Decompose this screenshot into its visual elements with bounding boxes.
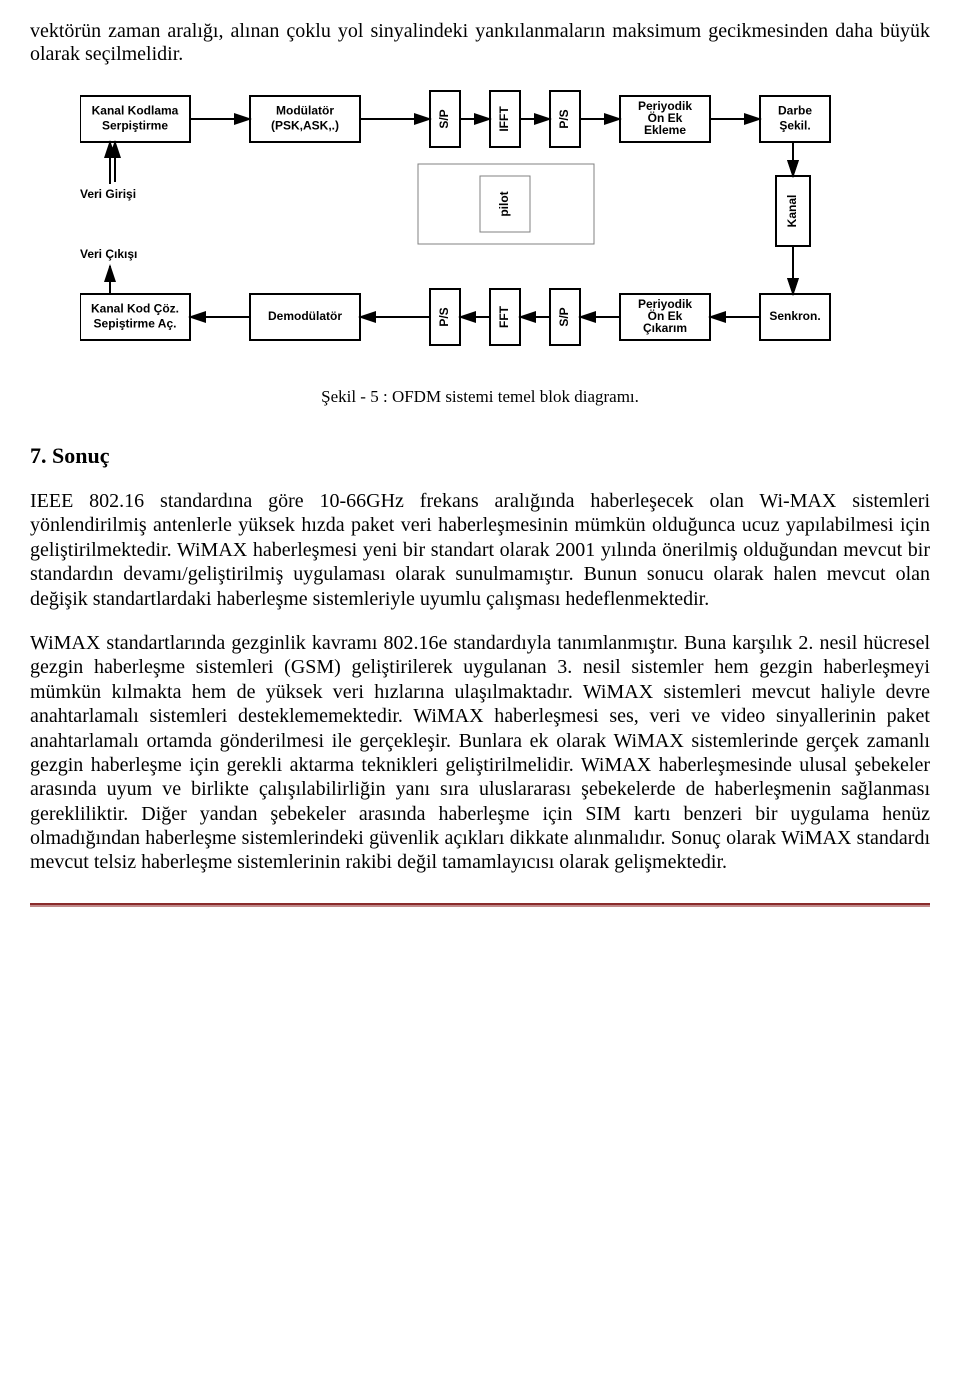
svg-text:Serpiştirme: Serpiştirme [102,119,168,133]
svg-text:Ekleme: Ekleme [644,123,686,137]
svg-text:Darbe: Darbe [778,104,812,118]
paragraph-1: IEEE 802.16 standardına göre 10-66GHz fr… [30,489,930,611]
figure-caption: Şekil - 5 : OFDM sistemi temel blok diag… [30,387,930,407]
svg-text:Şekil.: Şekil. [779,119,810,133]
svg-text:Kanal Kod Çöz.: Kanal Kod Çöz. [91,302,179,316]
svg-text:Kanal Kodlama: Kanal Kodlama [92,104,179,118]
svg-text:Çıkarım: Çıkarım [643,321,687,335]
svg-text:Kanal: Kanal [785,195,799,228]
svg-text:pilot: pilot [497,191,511,216]
footer-divider [30,903,930,907]
svg-text:Veri Çıkışı: Veri Çıkışı [80,247,137,261]
svg-text:FFT: FFT [497,305,511,328]
svg-text:Modülatör: Modülatör [276,104,334,118]
svg-text:Senkron.: Senkron. [769,309,820,323]
svg-text:IFFT: IFFT [497,106,511,132]
svg-text:Sepiştirme Aç.: Sepiştirme Aç. [94,317,177,331]
svg-text:P/S: P/S [557,109,571,128]
svg-text:P/S: P/S [437,307,451,326]
intro-paragraph: vektörün zaman aralığı, alınan çoklu yol… [30,20,930,66]
svg-text:S/P: S/P [437,109,451,128]
ofdm-block-diagram: Kanal KodlamaSerpiştirme Modülatör(PSK,AS… [80,86,880,371]
section-heading: 7. Sonuç [30,443,930,469]
svg-text:Veri Girişi: Veri Girişi [80,187,136,201]
paragraph-2: WiMAX standartlarında gezginlik kavramı … [30,631,930,875]
svg-text:S/P: S/P [557,307,571,326]
svg-text:Demodülatör: Demodülatör [268,309,342,323]
svg-text:(PSK,ASK,.): (PSK,ASK,.) [271,119,339,133]
